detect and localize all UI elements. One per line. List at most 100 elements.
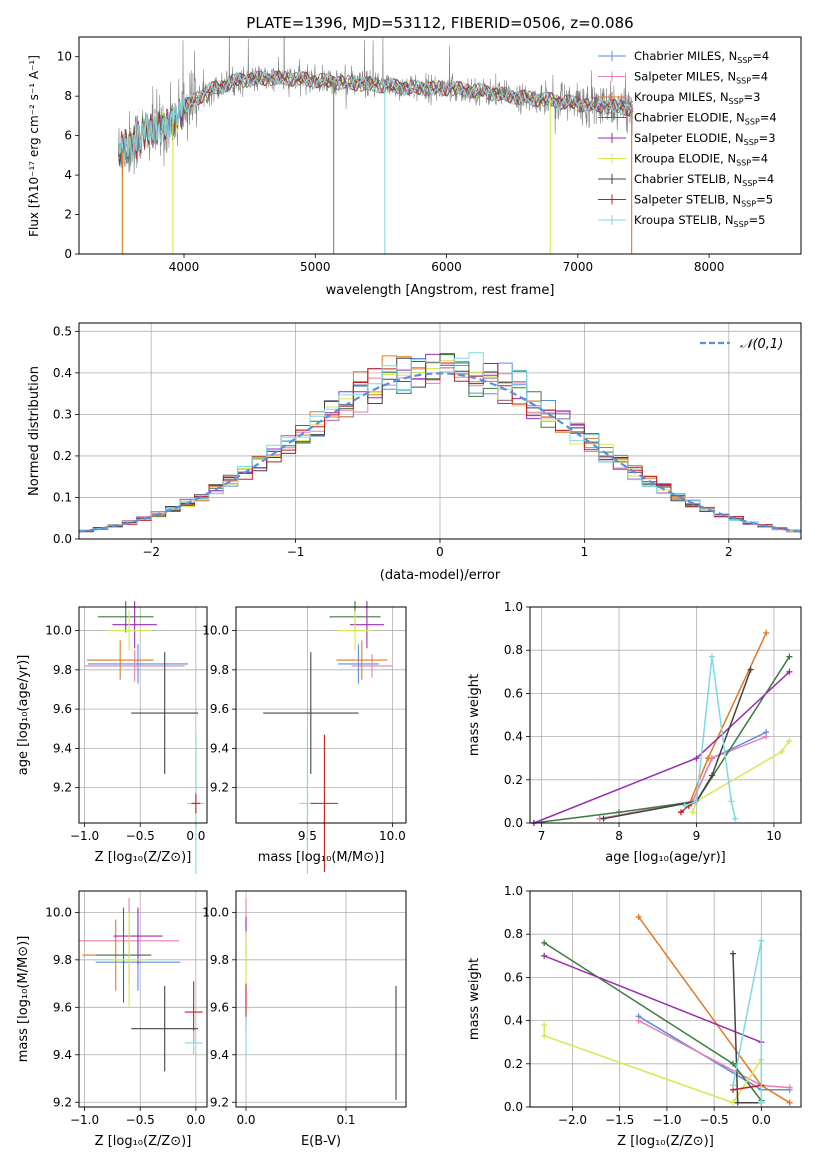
chabrier-elodie-weight-line [533, 656, 791, 824]
weight-vs-metallicity-panel: −2.0 −1.5 −1.0 −0.5 0.0 0.0 0.2 0.4 0.6 0.8 1.0 Z [… [467, 884, 802, 1149]
legend-label: Chabrier STELIB, NSSP=4 [634, 172, 774, 188]
legend-label-sub: SSP [745, 118, 760, 127]
x-tick-label: 4000 [169, 260, 200, 274]
x-tick-label: 10 [766, 829, 781, 843]
x-axis-label: age [log₁₀(age/yr)] [605, 850, 726, 865]
errorbar-points [79, 898, 203, 1072]
x-axis-label: Z [log₁₀(Z/Z⊙)] [95, 1134, 192, 1149]
chabrier-stelib-model-line [118, 70, 634, 163]
chabrier-stelib-weight-marker [747, 666, 754, 673]
y-tick-label: 0.6 [504, 686, 523, 700]
y-tick-label: 9.8 [53, 953, 72, 967]
x-tick-label: 6000 [431, 260, 462, 274]
chabrier-stelib-weight-line [603, 669, 752, 820]
spectrum-panel: PLATE=1396, MJD=53112, FIBERID=0506, z=0… [27, 14, 802, 298]
spectrum-ylabel: Flux [fλ10⁻¹⁷ erg cm⁻² s⁻¹ A⁻¹] [27, 55, 41, 237]
y-tick-label: 0.4 [504, 730, 523, 744]
y-tick-label: 9.2 [53, 1095, 72, 1109]
salpeter-stelib-weight-line [732, 1084, 762, 1091]
y-tick-label: 4 [64, 168, 72, 182]
legend-label-sub: SSP [729, 97, 744, 106]
legend-label: Chabrier MILES, NSSP=4 [634, 49, 769, 65]
kroupa-miles-weight-marker [635, 913, 642, 920]
legend-label: Kroupa ELODIE, NSSP=4 [634, 152, 768, 168]
x-tick-label: 1 [581, 545, 589, 559]
legend-label-value: =4 [751, 152, 768, 166]
y-axis-label: mass weight [467, 674, 482, 756]
kroupa-stelib-weight-marker [728, 798, 735, 805]
kroupa-stelib-weight-marker [758, 1099, 765, 1106]
legend-label-text: Kroupa STELIB, N [634, 213, 734, 227]
axes-frame [235, 890, 407, 1108]
salpeter-stelib-model-line [118, 70, 634, 160]
residuals-legend: 𝒩(0,1) [700, 337, 783, 352]
x-tick-label: 0.0 [186, 1113, 205, 1127]
salpeter-elodie-weight-line [533, 671, 790, 824]
legend-label-text: Salpeter MILES, N [634, 70, 736, 84]
kroupa-elodie-weight-marker [689, 809, 696, 816]
legend-label-text: Chabrier ELODIE, N [634, 111, 745, 125]
spectrum-xlabel: wavelength [Angstrom, rest frame] [326, 283, 555, 298]
kroupa-elodie-weight-marker [541, 1032, 548, 1039]
chabrier-elodie-weight-line [543, 942, 762, 1101]
y-tick-label: 0.1 [53, 490, 72, 504]
chabrier-stelib-weight-marker [730, 950, 737, 957]
legend-label-value: =4 [757, 172, 774, 186]
kroupa-elodie-weight-marker [541, 1021, 548, 1028]
x-tick-label: −0.5 [126, 829, 155, 843]
y-tick-label: 0.5 [53, 324, 72, 338]
x-tick-label: −1.0 [652, 1113, 681, 1127]
x-tick-label: −0.5 [126, 1113, 155, 1127]
chabrier-elodie-weight-marker [730, 1060, 737, 1067]
salpeter-miles-weight-marker [786, 1084, 793, 1091]
chabrier-elodie-weight-marker [541, 939, 548, 946]
x-tick-label: −1.5 [605, 1113, 634, 1127]
spectrum-title: PLATE=1396, MJD=53112, FIBERID=0506, z=0… [246, 14, 633, 32]
y-tick-label: 0.2 [53, 449, 72, 463]
legend-label-value: =5 [749, 213, 766, 227]
legend-label: Chabrier ELODIE, NSSP=4 [634, 111, 777, 127]
y-tick-label: 9.4 [53, 1048, 72, 1062]
x-tick-label: 0.0 [236, 1113, 255, 1127]
x-tick-label: 8000 [694, 260, 725, 274]
residuals-histograms [79, 352, 801, 534]
y-tick-label: 0.0 [504, 1100, 523, 1114]
kroupa-stelib-weight-line [684, 656, 736, 819]
chabrier-elodie-weight-marker [616, 809, 623, 816]
x-axis-label: Z [log₁₀(Z/Z⊙)] [95, 850, 192, 865]
y-tick-label: 0.6 [504, 970, 523, 984]
kroupa-stelib-model-line [117, 70, 634, 163]
legend-label: Salpeter STELIB, NSSP=5 [634, 193, 773, 209]
kroupa-elodie-weight-line [543, 1024, 762, 1104]
gaussian-legend-label: 𝒩(0,1) [740, 337, 783, 352]
y-tick-label: 1.0 [504, 600, 523, 614]
y-tick-label: 9.4 [210, 741, 229, 755]
legend-label-text: Salpeter ELODIE, N [634, 131, 744, 145]
chabrier-stelib-weight-marker [600, 815, 607, 822]
legend-label-value: =4 [752, 49, 769, 63]
residuals-ylabel: Normed distribution [27, 366, 42, 496]
residuals-panel: −2 −1 0 1 2 0.0 0.1 0.2 0.3 0.4 0.5 (data-model)/e… [27, 322, 802, 583]
y-tick-label: 10.0 [202, 624, 229, 638]
legend-label-value: =3 [759, 131, 776, 145]
x-tick-label: 7 [538, 829, 546, 843]
legend-label-text: Kroupa ELODIE, N [634, 152, 736, 166]
weight-vs-age-panel: 7 8 9 10 0.0 0.2 0.4 0.6 0.8 1.0 age [log₁₀(age/yr… [467, 600, 802, 865]
y-tick-label: 9.2 [53, 781, 72, 795]
x-tick-label: −1.0 [70, 1113, 99, 1127]
x-tick-label: 9 [693, 829, 701, 843]
y-tick-label: 9.4 [53, 741, 72, 755]
y-axis-label: mass [log₁₀(M/M⊙)] [16, 936, 31, 1063]
mass-vs-extinction-panel: 0.0 0.1 9.2 9.4 9.6 9.8 10.0 E(B-V) [202, 890, 407, 1149]
y-tick-label: 9.2 [210, 1095, 229, 1109]
y-tick-label: 9.2 [210, 781, 229, 795]
legend-label-sub: SSP [736, 77, 751, 86]
errorbar-points [263, 601, 393, 875]
legend-label-value: =4 [760, 111, 777, 125]
x-axis-label: E(B-V) [301, 1134, 341, 1149]
salpeter-miles-weight-marker [635, 1017, 642, 1024]
axes-frame [235, 606, 407, 824]
